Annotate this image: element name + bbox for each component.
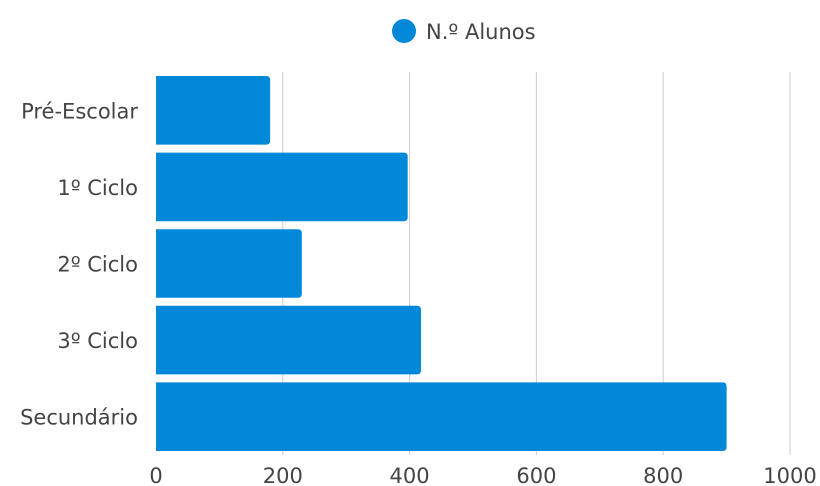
x-tick-label-400: 400 [390,464,430,486]
category-label-2: 2º Ciclo [57,253,138,277]
bar-3[interactable] [156,305,422,375]
category-labels: Pré-Escolar 1º Ciclo 2º Ciclo 3º Ciclo Secun… [20,99,138,429]
x-tick-label-800: 800 [643,464,683,486]
legend-marker [392,19,416,43]
legend[interactable]: N.º Alunos [392,19,536,44]
x-tick-label-600: 600 [516,464,556,486]
category-label-1: 1º Ciclo [57,176,138,200]
bars [156,76,727,451]
x-axis-tick-labels: 0 200 400 600 800 1000 [149,464,816,486]
x-tick-label-0: 0 [149,464,162,486]
category-label-3: 3º Ciclo [57,329,138,353]
category-label-4: Secundário [20,406,138,430]
bar-0[interactable] [156,76,271,145]
bar-2[interactable] [156,229,302,298]
x-tick-label-1000: 1000 [763,464,816,486]
bar-4[interactable] [156,382,727,451]
x-tick-label-200: 200 [263,464,303,486]
legend-label: N.º Alunos [426,20,536,44]
category-label-0: Pré-Escolar [21,99,138,123]
bar-1[interactable] [156,152,408,222]
